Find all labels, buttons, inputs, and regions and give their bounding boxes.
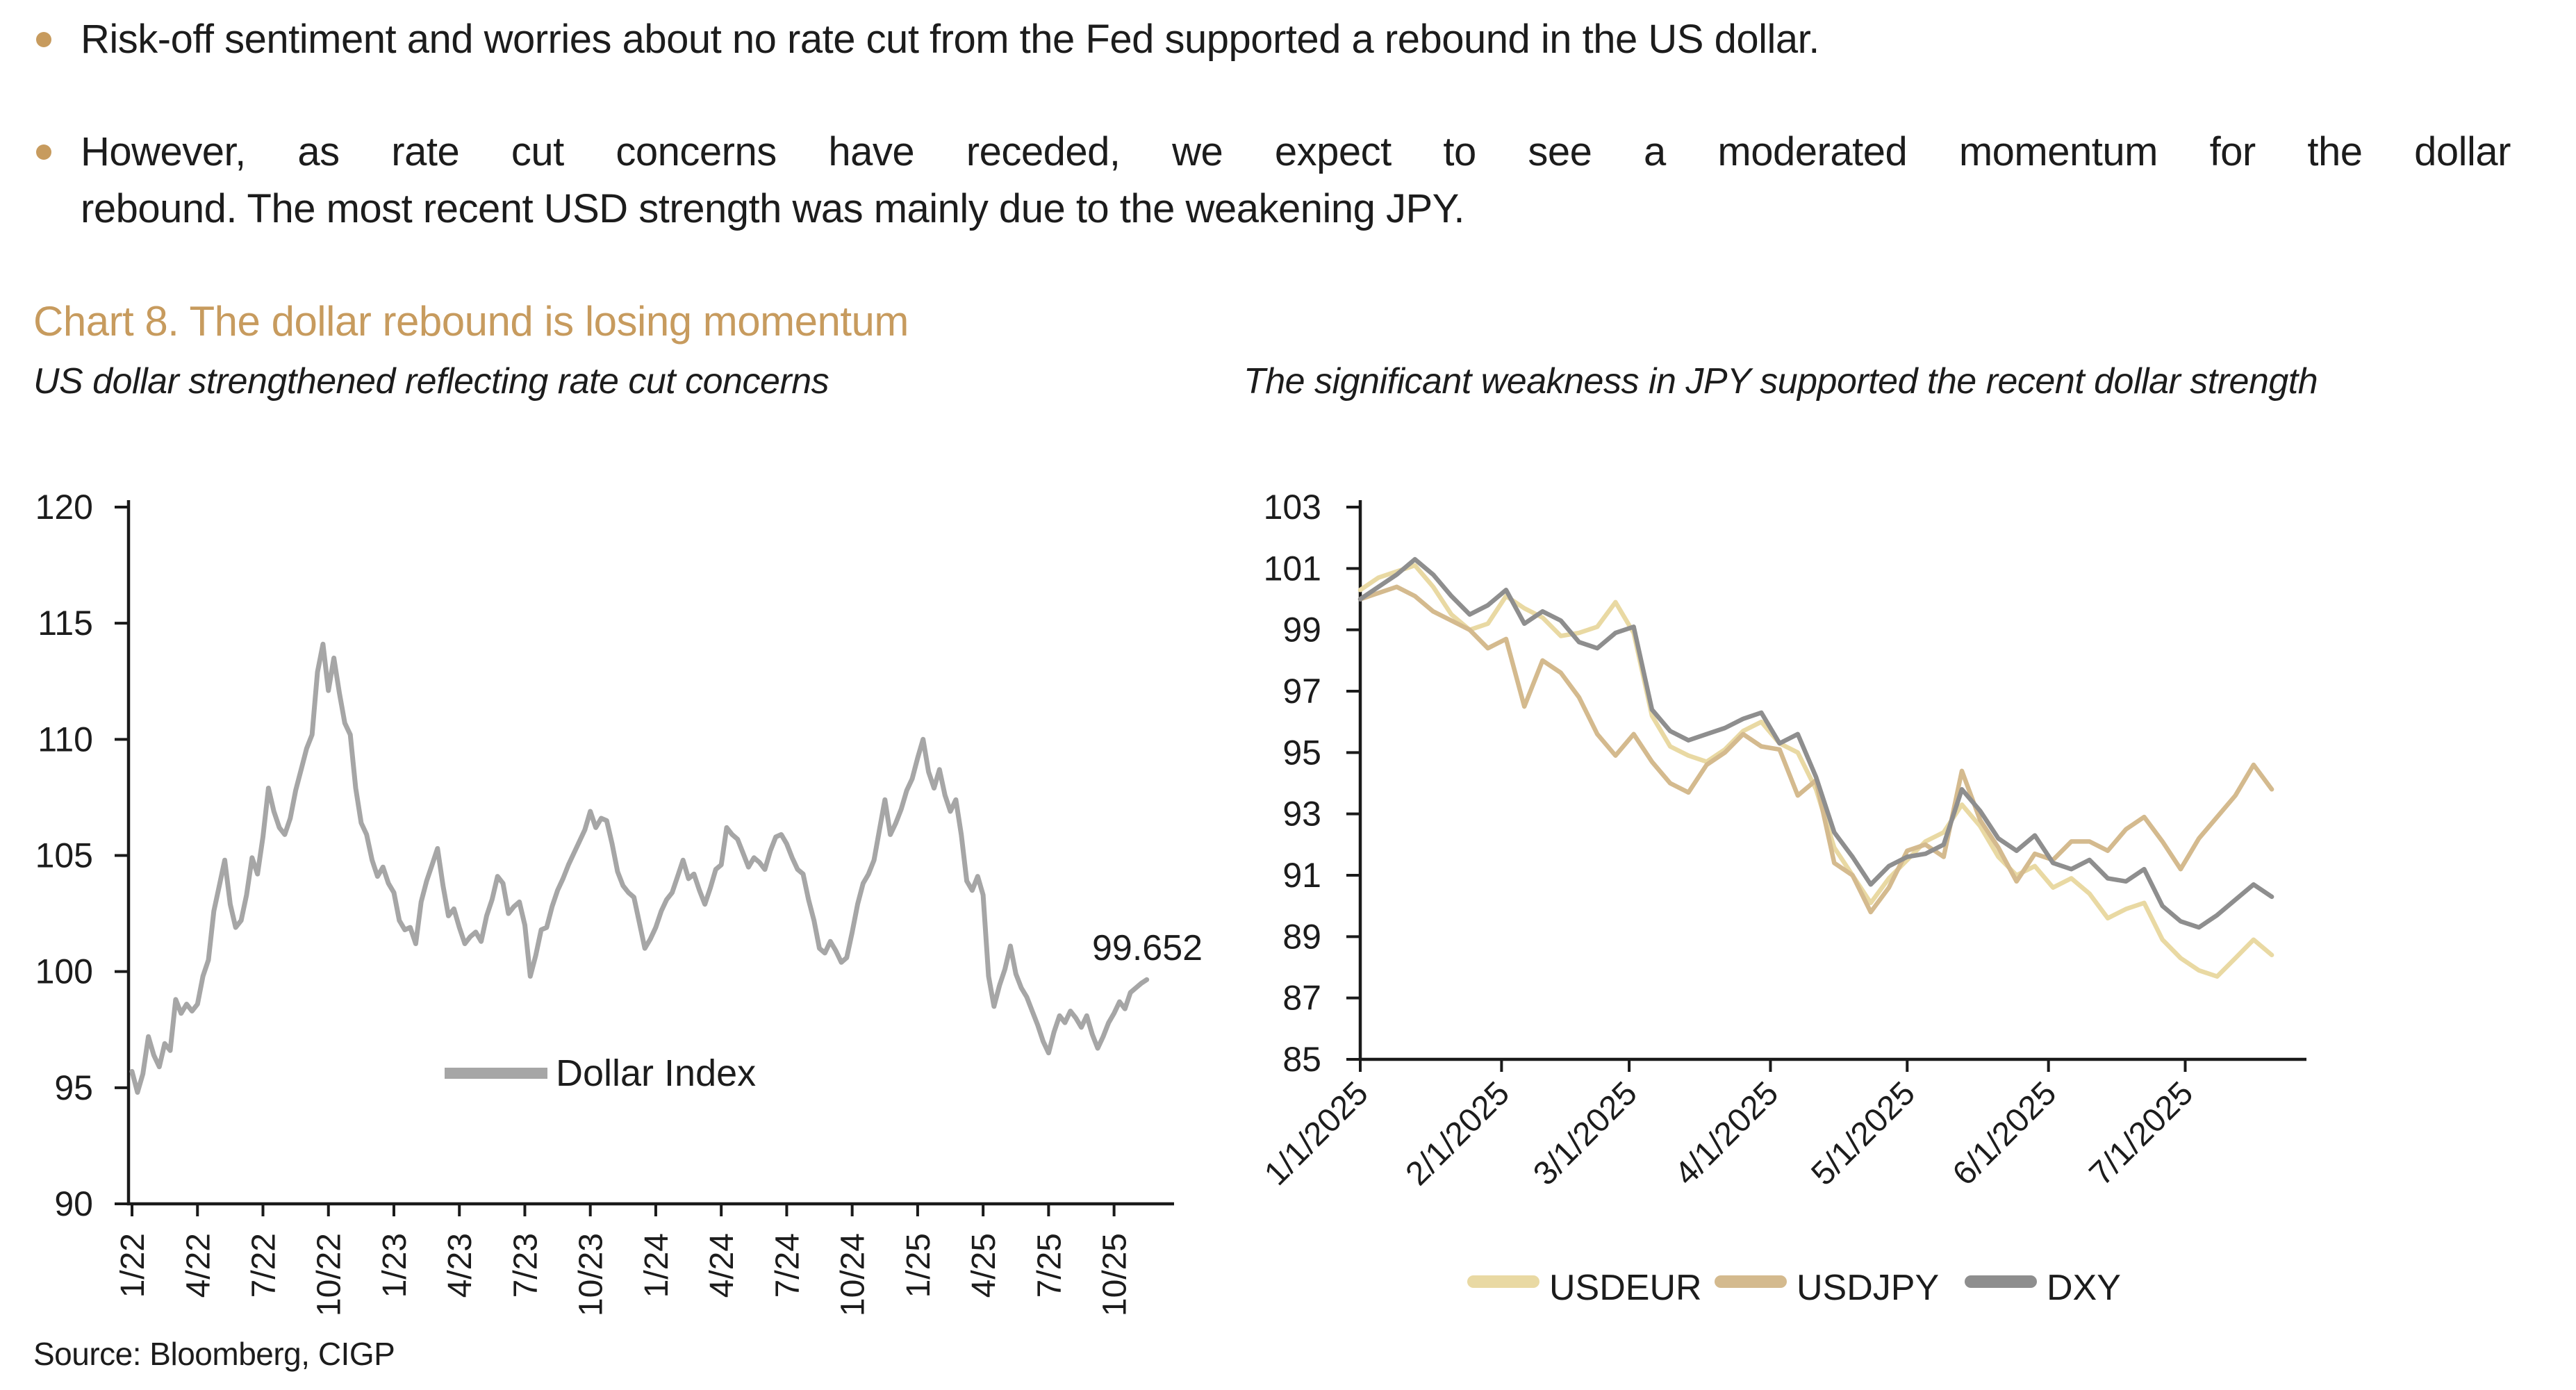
- bullet-text-line: rebound. The most recent USD strength wa…: [81, 186, 1464, 231]
- x-tick-label: 3/1/2025: [1526, 1075, 1644, 1193]
- x-tick-label: 10/22: [311, 1233, 348, 1316]
- legend-swatch: [1715, 1275, 1787, 1288]
- x-tick-label: 10/25: [1097, 1233, 1134, 1316]
- dollar-index-chart: 90 95 100 105 110 115 120 1/22 4/22 7/22 10/22 1/23…: [35, 488, 1203, 1316]
- x-tick-label: 1/1/2025: [1257, 1075, 1376, 1193]
- last-value-annotation: 99.652: [1092, 928, 1203, 968]
- bullet-item: However, as rate cut concerns have reced…: [36, 124, 2511, 238]
- series-line-usdeur: [1357, 563, 2274, 979]
- bullet-dot-icon: [36, 32, 51, 47]
- y-tick-label: 97: [1282, 672, 1321, 711]
- y-tick-label: 103: [1264, 488, 1321, 527]
- source-note: Source: Bloomberg, CIGP: [33, 1336, 395, 1372]
- y-tick-label: 99: [1282, 611, 1321, 650]
- y-tick-label: 85: [1282, 1040, 1321, 1079]
- bullet-dot-icon: [36, 144, 51, 160]
- y-tick-label: 95: [54, 1068, 93, 1107]
- x-tick-label: 6/1/2025: [1946, 1075, 2064, 1193]
- x-tick-label: 5/1/2025: [1804, 1075, 1922, 1193]
- legend-label: Dollar Index: [556, 1052, 756, 1094]
- x-tick-label: 4/25: [966, 1233, 1002, 1298]
- legend-label: USDEUR: [1549, 1268, 1702, 1308]
- bullet-text: However, as rate cut concerns have reced…: [81, 124, 2511, 238]
- y-tick-label: 93: [1282, 795, 1321, 834]
- x-tick-label: 2/1/2025: [1399, 1075, 1517, 1193]
- x-tick-label: 1/22: [115, 1233, 151, 1298]
- x-tick-label: 1/25: [900, 1233, 937, 1298]
- y-tick-label: 101: [1264, 549, 1321, 588]
- x-tick-label: 4/24: [704, 1233, 741, 1298]
- series-line-usdjpy: [1357, 584, 2274, 915]
- legend-swatch: [1965, 1275, 2037, 1288]
- x-tick-label: 1/24: [638, 1233, 675, 1298]
- left-chart-subtitle: US dollar strengthened reflecting rate c…: [33, 361, 829, 402]
- fx-indices-chart: 85 87 89 91 93 95 97 99 101 103 1/1/2025 2/1/2025 3/…: [1257, 488, 2306, 1308]
- y-tick-label: 91: [1282, 856, 1321, 895]
- x-tick-label: 7/24: [769, 1233, 806, 1298]
- y-tick-label: 95: [1282, 733, 1321, 772]
- legend-label: DXY: [2047, 1268, 2121, 1308]
- y-tick-label: 100: [35, 952, 93, 991]
- axis-lines: [126, 500, 1174, 1206]
- series-line-dollar-index: [129, 641, 1150, 1095]
- x-tick-label: 10/23: [573, 1233, 610, 1316]
- y-tick-label: 90: [54, 1184, 93, 1223]
- legend-label: USDJPY: [1797, 1268, 1939, 1308]
- y-tick-label: 120: [35, 488, 93, 527]
- x-tick-label: 7/23: [507, 1233, 544, 1298]
- y-tick-label: 105: [35, 836, 93, 875]
- bullet-item: Risk-off sentiment and worries about no …: [36, 11, 2511, 68]
- y-tick-label: 87: [1282, 979, 1321, 1018]
- x-tick-label: 4/23: [442, 1233, 479, 1298]
- x-tick-label: 1/23: [377, 1233, 413, 1298]
- x-tick-label: 7/1/2025: [2083, 1075, 2201, 1193]
- bullet-text-line: However, as rate cut concerns have reced…: [81, 129, 2511, 174]
- y-tick-label: 115: [38, 604, 93, 643]
- bullet-text: Risk-off sentiment and worries about no …: [81, 17, 1819, 62]
- y-tick-label: 110: [38, 720, 93, 759]
- x-tick-label: 7/22: [246, 1233, 283, 1298]
- x-tick-label: 7/25: [1031, 1233, 1068, 1298]
- right-chart-subtitle: The significant weakness in JPY supporte…: [1244, 361, 2318, 402]
- x-tick-label: 4/22: [180, 1233, 217, 1298]
- x-tick-label: 10/24: [835, 1233, 872, 1316]
- axis-lines: [1358, 500, 2306, 1061]
- series-line-dxy: [1357, 556, 2274, 930]
- chart-section-title: Chart 8. The dollar rebound is losing mo…: [33, 298, 909, 345]
- y-tick-label: 89: [1282, 917, 1321, 956]
- legend-swatch: [1467, 1275, 1539, 1288]
- x-tick-label: 4/1/2025: [1668, 1075, 1786, 1193]
